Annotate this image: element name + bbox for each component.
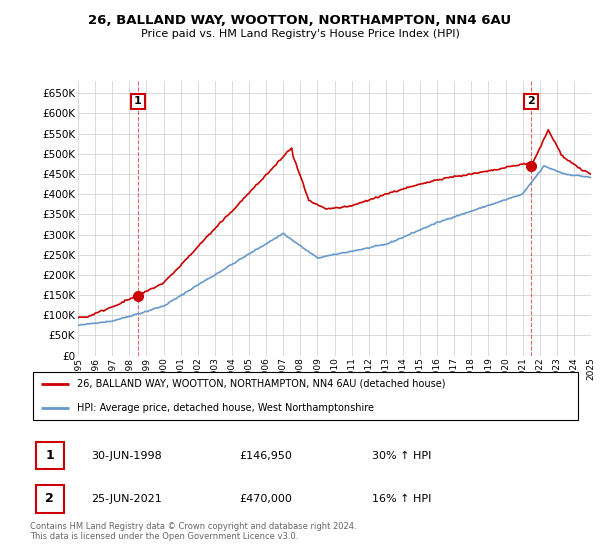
Text: 1: 1 bbox=[134, 96, 142, 106]
Text: Price paid vs. HM Land Registry's House Price Index (HPI): Price paid vs. HM Land Registry's House … bbox=[140, 29, 460, 39]
Text: HPI: Average price, detached house, West Northamptonshire: HPI: Average price, detached house, West… bbox=[77, 403, 374, 413]
FancyBboxPatch shape bbox=[33, 372, 578, 420]
Text: 1: 1 bbox=[46, 449, 54, 462]
Text: 30-JUN-1998: 30-JUN-1998 bbox=[91, 450, 161, 460]
Text: 2: 2 bbox=[527, 96, 535, 106]
FancyBboxPatch shape bbox=[35, 442, 64, 469]
Text: Contains HM Land Registry data © Crown copyright and database right 2024.
This d: Contains HM Land Registry data © Crown c… bbox=[30, 522, 356, 542]
Text: £146,950: £146,950 bbox=[240, 450, 293, 460]
Text: 2: 2 bbox=[46, 492, 54, 506]
Text: 26, BALLAND WAY, WOOTTON, NORTHAMPTON, NN4 6AU (detached house): 26, BALLAND WAY, WOOTTON, NORTHAMPTON, N… bbox=[77, 379, 445, 389]
Text: 16% ↑ HPI: 16% ↑ HPI bbox=[372, 494, 431, 504]
FancyBboxPatch shape bbox=[35, 485, 64, 513]
Text: 30% ↑ HPI: 30% ↑ HPI bbox=[372, 450, 431, 460]
Text: 25-JUN-2021: 25-JUN-2021 bbox=[91, 494, 161, 504]
Text: £470,000: £470,000 bbox=[240, 494, 293, 504]
Text: 26, BALLAND WAY, WOOTTON, NORTHAMPTON, NN4 6AU: 26, BALLAND WAY, WOOTTON, NORTHAMPTON, N… bbox=[88, 14, 512, 27]
